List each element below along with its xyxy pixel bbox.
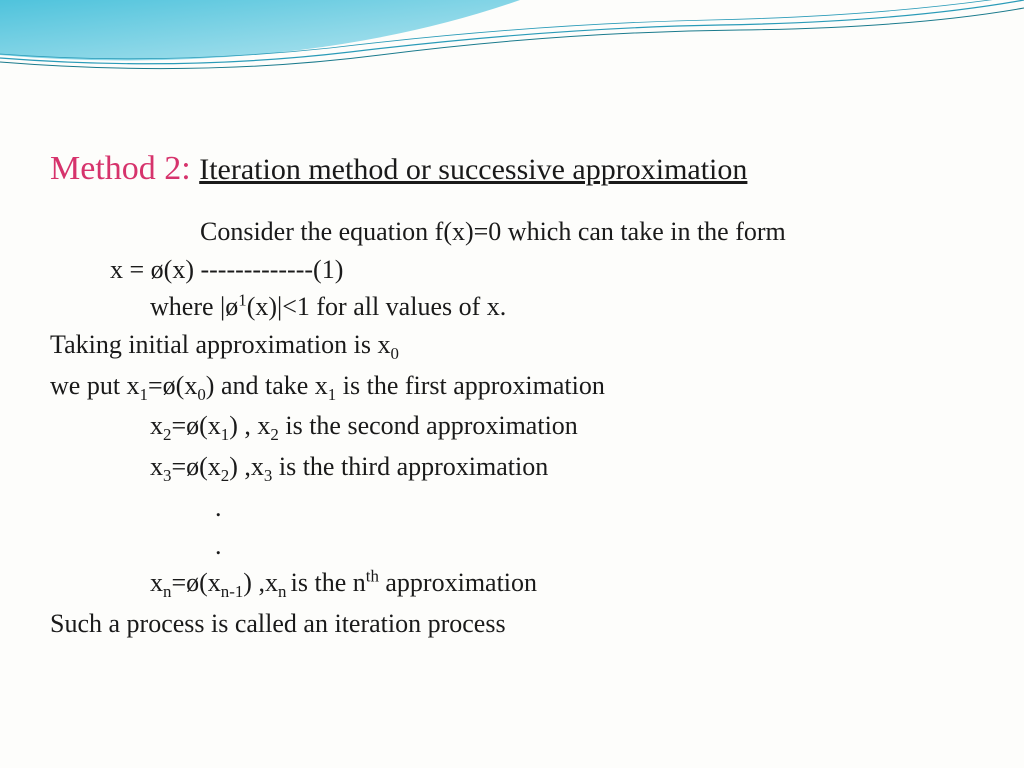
title-line: Method 2: Iteration method or successive… <box>50 150 970 188</box>
t: x <box>150 411 163 440</box>
line-x2: x2=ø(x1) , x2 is the second approximatio… <box>50 407 970 448</box>
sub: n-1 <box>221 582 244 601</box>
t: ) and take x <box>206 371 328 400</box>
t: x <box>150 452 163 481</box>
wave-fill <box>0 0 520 60</box>
sub: 2 <box>221 466 229 485</box>
t: approximation <box>379 568 537 597</box>
t: is the n <box>291 568 366 597</box>
sub: 0 <box>197 385 205 404</box>
line-consider: Consider the equation f(x)=0 which can t… <box>50 213 970 251</box>
t: =ø(x <box>171 452 220 481</box>
t: ) ,x <box>243 568 278 597</box>
t: ) , x <box>229 411 270 440</box>
t: (x)|<1 for all values of x. <box>247 292 507 321</box>
sup: th <box>366 567 379 586</box>
t: is the first approximation <box>336 371 605 400</box>
sub: n <box>278 582 291 601</box>
t: x <box>150 568 163 597</box>
t: =ø(x <box>148 371 197 400</box>
sub: 2 <box>270 426 278 445</box>
line-where: where |ø1(x)|<1 for all values of x. <box>50 288 970 326</box>
sub: 1 <box>140 385 148 404</box>
t: we put x <box>50 371 140 400</box>
t: ) ,x <box>229 452 264 481</box>
method-label: Method 2: <box>50 150 199 187</box>
line-xn: xn=ø(xn-1) ,xn is the nth approximation <box>50 564 970 605</box>
t: =ø(x <box>171 568 220 597</box>
t: Taking initial approximation is x <box>50 330 390 359</box>
t: =ø(x <box>171 411 220 440</box>
sub: 1 <box>328 385 336 404</box>
t: where |ø <box>150 292 238 321</box>
dot1: . <box>50 489 970 527</box>
sup: 1 <box>238 291 246 310</box>
line-such: Such a process is called an iteration pr… <box>50 605 970 643</box>
wave-svg <box>0 0 1024 140</box>
sub: 1 <box>221 426 229 445</box>
sub: 0 <box>390 344 398 363</box>
t: is the second approximation <box>279 411 578 440</box>
dot2: . <box>50 527 970 565</box>
line-taking: Taking initial approximation is x0 <box>50 326 970 367</box>
t: is the third approximation <box>272 452 548 481</box>
line-eq1: x = ø(x) -------------(1) <box>50 251 970 289</box>
line-weput: we put x1=ø(x0) and take x1 is the first… <box>50 367 970 408</box>
method-title: Iteration method or successive approxima… <box>199 153 747 186</box>
header-wave <box>0 0 1024 140</box>
slide-content: Method 2: Iteration method or successive… <box>50 150 970 643</box>
body-text: Consider the equation f(x)=0 which can t… <box>50 213 970 643</box>
line-x3: x3=ø(x2) ,x3 is the third approximation <box>50 448 970 489</box>
